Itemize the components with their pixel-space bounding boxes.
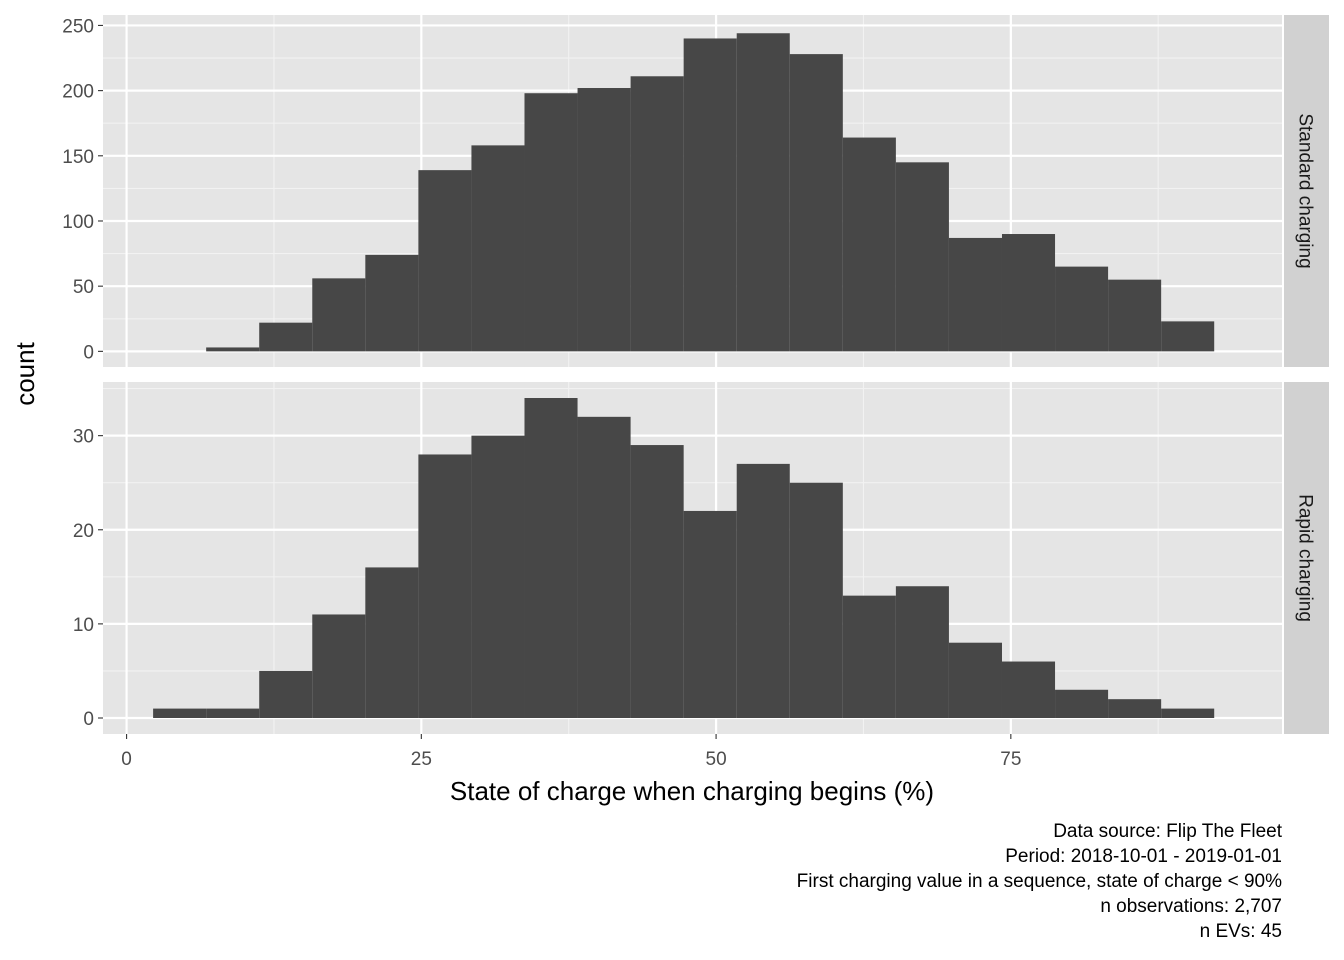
y-tick-label: 10	[73, 615, 94, 636]
histogram-bar	[577, 88, 631, 352]
y-axis-title: count	[10, 341, 40, 405]
histogram-bar	[1108, 279, 1162, 352]
histogram-bar	[630, 445, 684, 718]
x-tick-label: 75	[1000, 749, 1021, 770]
histogram-bar	[259, 670, 313, 718]
facet-panel: 0 10 20 30 Rapid charging	[73, 382, 1329, 734]
y-tick-label: 100	[62, 212, 94, 233]
histogram-bar	[418, 454, 472, 718]
caption-line: n EVs: 45	[1200, 921, 1282, 942]
y-tick-label: 0	[83, 709, 94, 730]
histogram-bar	[153, 708, 207, 718]
histogram-bar	[842, 595, 896, 718]
histogram-bar	[948, 642, 1002, 718]
histogram-bar	[1001, 661, 1056, 718]
y-tick-label: 150	[62, 147, 94, 168]
y-tick-label: 0	[83, 342, 94, 363]
y-tick-label: 200	[62, 82, 94, 103]
histogram-bar	[312, 614, 366, 718]
y-tick-label: 20	[73, 521, 94, 542]
y-tick-label: 250	[62, 16, 94, 37]
facet-strip-label: Standard charging	[1295, 113, 1316, 268]
histogram-bar	[895, 162, 949, 352]
histogram-bar	[1161, 321, 1215, 352]
caption-line: First charging value in a sequence, stat…	[797, 871, 1282, 892]
histogram-bar	[206, 708, 260, 718]
histogram-bar	[524, 398, 578, 718]
histogram-bar	[736, 33, 790, 352]
histogram-bar	[365, 567, 419, 718]
histogram-bar	[1055, 689, 1109, 718]
histogram-bar	[630, 76, 684, 352]
facet-strip-label: Rapid charging	[1295, 494, 1316, 622]
caption: Data source: Flip The Fleet Period: 2018…	[797, 821, 1283, 942]
histogram-bar	[471, 145, 525, 352]
x-axis-title: State of charge when charging begins (%)	[450, 776, 934, 806]
histogram-bar	[259, 322, 313, 352]
y-tick-label: 50	[73, 277, 94, 298]
x-tick-label: 25	[411, 749, 432, 770]
caption-line: n observations: 2,707	[1100, 896, 1282, 917]
caption-line: Period: 2018-10-01 - 2019-01-01	[1005, 846, 1282, 867]
histogram-bar	[683, 38, 737, 352]
histogram-bar	[895, 586, 949, 718]
histogram-bar	[312, 278, 366, 352]
facet-strip	[1284, 382, 1329, 734]
histogram-bar	[524, 93, 578, 352]
facet-panel: 0 50 100 150 200 250 Standard charging	[62, 15, 1329, 367]
x-axis: 0 25 50 75	[121, 734, 1021, 770]
facet-panels: 0 50 100 150 200 250 Standard charging 0 10 20 30 R…	[62, 15, 1329, 734]
histogram-bar	[1108, 699, 1162, 718]
histogram-bar	[577, 416, 631, 718]
histogram-bar	[736, 463, 790, 718]
facet-strip	[1284, 15, 1329, 367]
y-tick-label: 30	[73, 427, 94, 448]
histogram-bar	[842, 137, 896, 352]
histogram-bar	[948, 237, 1002, 352]
histogram-bar	[683, 510, 737, 718]
histogram-bar	[1001, 234, 1056, 352]
histogram-bar	[418, 170, 472, 352]
histogram-bar	[789, 482, 843, 718]
histogram-bar	[471, 435, 525, 718]
histogram-bar	[206, 347, 260, 352]
x-tick-label: 50	[706, 749, 727, 770]
x-tick-label: 0	[121, 749, 132, 770]
histogram-bar	[365, 254, 419, 352]
histogram-bar	[789, 54, 843, 352]
histogram-bar	[1161, 708, 1215, 718]
histogram-bar	[1055, 266, 1109, 352]
caption-line: Data source: Flip The Fleet	[1053, 821, 1283, 842]
